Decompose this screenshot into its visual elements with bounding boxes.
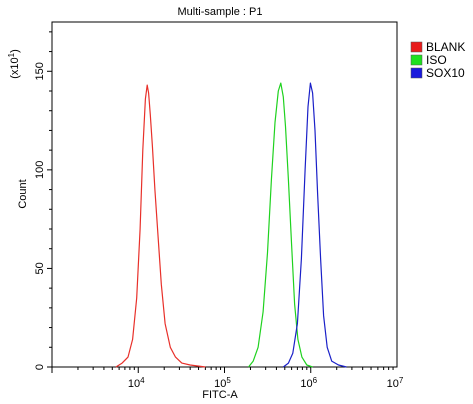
x-axis: 104 105 106 107 <box>51 367 404 391</box>
y-tick-label: 50 <box>34 262 46 274</box>
y-multiplier-exp: 1 <box>7 52 16 57</box>
y-tick-label: 100 <box>34 161 46 179</box>
y-multiplier-base: (x10 <box>9 57 21 78</box>
x-tick-label: 105 <box>214 376 231 391</box>
x-tick-base: 10 <box>128 378 140 390</box>
y-axis-label: Count <box>17 179 29 208</box>
y-axis: 0 50 100 150 <box>34 31 52 370</box>
legend-label-blank: BLANK <box>426 40 465 54</box>
y-multiplier-label: (x101) <box>7 49 22 79</box>
x-tick-base: 10 <box>300 378 312 390</box>
x-tick-label: 104 <box>128 376 145 391</box>
x-tick-base: 10 <box>214 378 226 390</box>
legend-label-iso: ISO <box>426 53 447 67</box>
x-tick-exponent: 6 <box>313 376 318 385</box>
series-line-blank <box>115 84 206 368</box>
series-line-sox10 <box>282 82 347 368</box>
legend-swatch-iso <box>410 54 423 66</box>
chart-title: Multi-sample : P1 <box>178 6 263 18</box>
x-tick-base: 10 <box>387 378 399 390</box>
series-line-iso <box>248 82 313 368</box>
series-group <box>115 82 347 368</box>
x-tick-label: 107 <box>387 376 404 391</box>
y-tick-label: 150 <box>34 62 46 80</box>
legend-swatch-sox10 <box>410 67 423 79</box>
x-tick-exponent: 4 <box>140 376 145 385</box>
svg-text:(x101): (x101) <box>7 49 22 79</box>
x-tick-exponent: 7 <box>399 376 404 385</box>
legend-label-sox10: SOX10 <box>426 66 465 80</box>
x-axis-label: FITC-A <box>202 389 238 401</box>
legend-swatch-blank <box>410 41 423 53</box>
plot-frame <box>51 21 398 368</box>
x-tick-exponent: 5 <box>226 376 231 385</box>
x-tick-label: 106 <box>300 376 317 391</box>
y-tick-label: 0 <box>34 364 46 370</box>
